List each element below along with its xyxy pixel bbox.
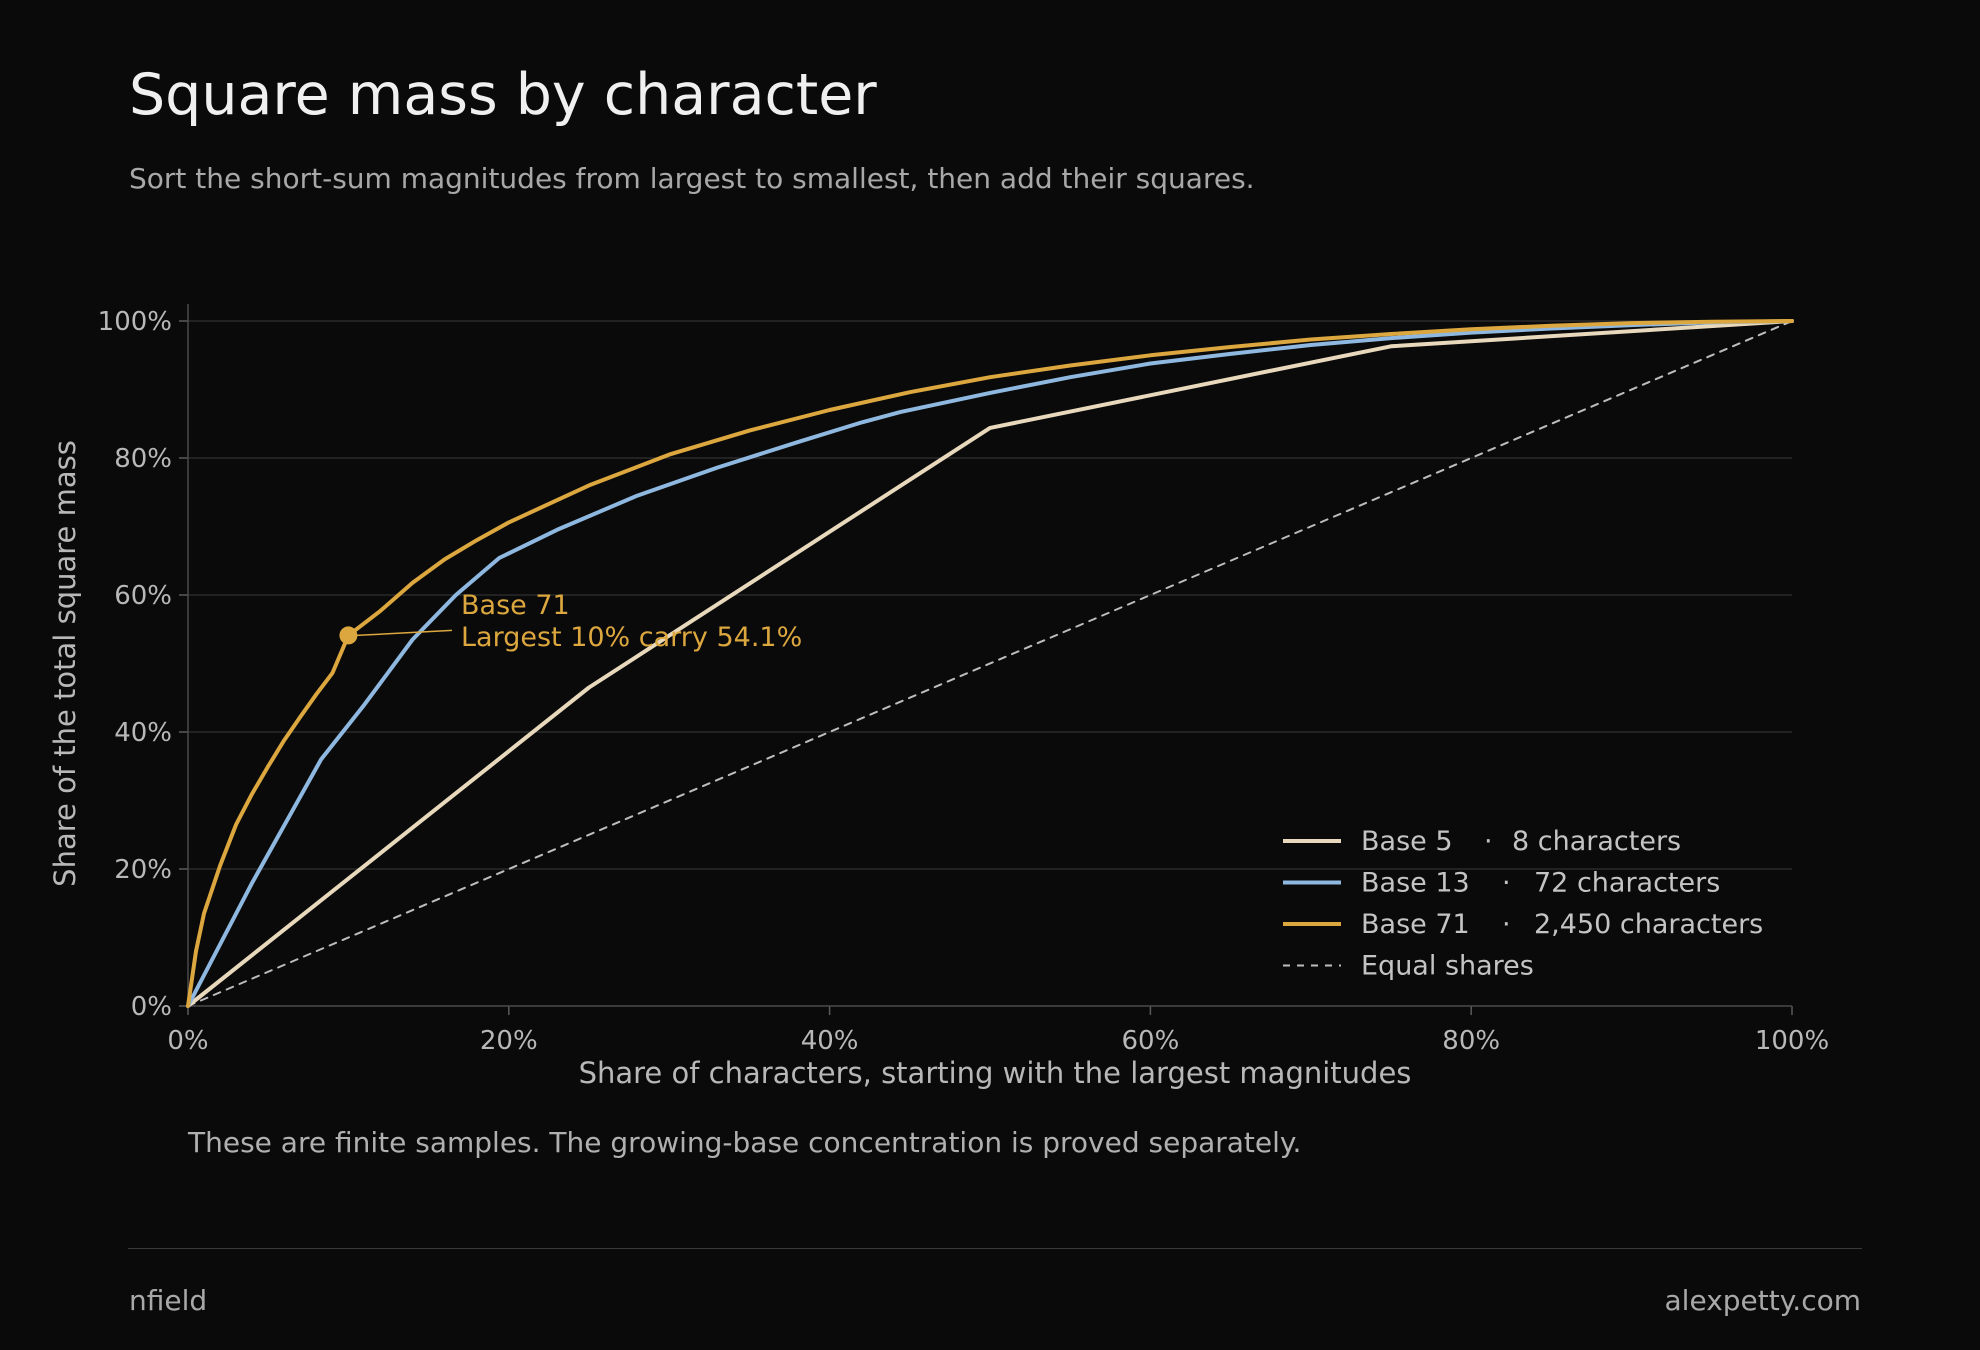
- footer-divider: [128, 1248, 1862, 1249]
- footnote: These are finite samples. The growing-ba…: [188, 1126, 1302, 1159]
- page-title: Square mass by character: [129, 62, 877, 128]
- legend-entry-base-13: Base 13: [1361, 868, 1470, 899]
- callout-leader: [356, 629, 453, 637]
- footer-site-link[interactable]: alexpetty.com: [1664, 1284, 1861, 1317]
- x-tick-label: 60%: [1122, 1026, 1180, 1056]
- page-subtitle: Sort the short-sum magnitudes from large…: [129, 162, 1255, 195]
- legend-separator: ·: [1502, 909, 1511, 940]
- legend-separator: ·: [1502, 868, 1511, 899]
- y-tick-label: 40%: [114, 718, 172, 748]
- x-tick-label: 0%: [167, 1026, 208, 1056]
- y-tick-label: 60%: [114, 581, 172, 611]
- series-line-base-71: [186, 319, 1794, 1008]
- y-tick-label: 100%: [98, 307, 172, 337]
- legend-separator: ·: [1484, 826, 1493, 857]
- callout-marker: [339, 626, 358, 645]
- legend-count-base-5: 8 characters: [1512, 826, 1681, 857]
- series-lines: [186, 319, 1794, 1008]
- y-tick-label: 20%: [114, 855, 172, 885]
- callout-label: Base 71: [461, 590, 570, 621]
- series-line-base-5: [186, 319, 1794, 1008]
- footer-brand: nfield: [129, 1284, 208, 1317]
- legend-entry-equal-shares: Equal shares: [1361, 951, 1534, 982]
- legend-entry-base-71: Base 71: [1361, 909, 1470, 940]
- legend-entry-base-5: Base 5: [1361, 826, 1453, 857]
- legend-count-base-71: 2,450 characters: [1534, 909, 1763, 940]
- x-tick-label: 80%: [1442, 1026, 1500, 1056]
- grid-lines: [188, 320, 1792, 870]
- axes: 0% 20% 40% 60% 80% 100% 0% 20% 40% 60% 80% 100% Shar…: [48, 304, 1829, 1090]
- y-axis-label: Share of the total square mass: [48, 440, 82, 887]
- callout-label: Largest 10% carry 54.1%: [461, 622, 802, 653]
- y-tick-label: 80%: [114, 444, 172, 474]
- legend-count-base-13: 72 characters: [1534, 868, 1720, 899]
- x-tick-label: 40%: [801, 1026, 859, 1056]
- x-axis-label: Share of characters, starting with the l…: [579, 1056, 1412, 1090]
- series-line-equal-shares: [187, 320, 1793, 1007]
- y-tick-label: 0%: [131, 992, 172, 1022]
- series-line-base-13: [186, 319, 1794, 1008]
- x-tick-label: 100%: [1755, 1026, 1829, 1056]
- x-tick-label: 20%: [480, 1026, 538, 1056]
- lorenz-chart: 0% 20% 40% 60% 80% 100% 0% 20% 40% 60% 80% 100% Shar…: [48, 304, 1829, 1090]
